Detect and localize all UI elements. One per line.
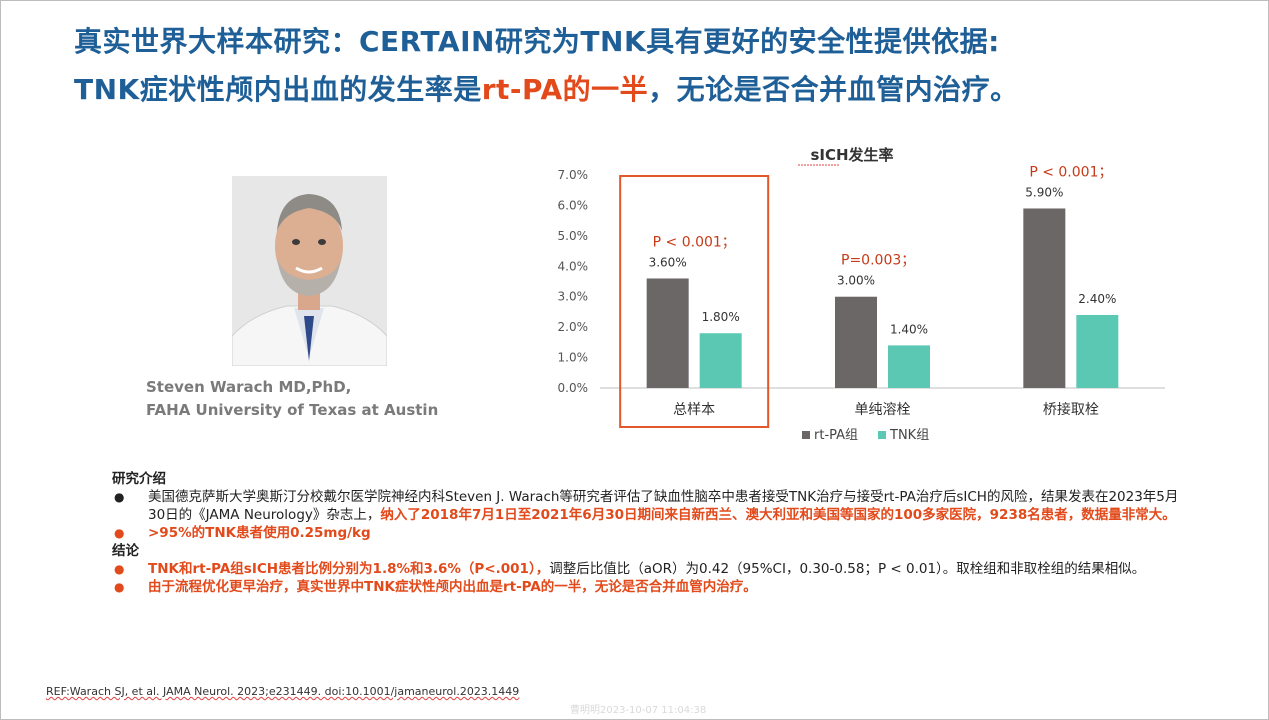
- watermark: 曹明明2023-10-07 11:04:38: [570, 705, 707, 716]
- legend-swatch-0: [802, 431, 810, 439]
- conclusion-summary: 由于流程优化更早治疗，真实世界中TNK症状性颅内出血是rt-PA的一半，无论是否…: [148, 579, 757, 595]
- y-tick-label: 2.0%: [558, 320, 589, 334]
- bar-rtpa-0: [646, 278, 689, 388]
- data-label-rtpa-1: 3.00%: [837, 274, 875, 288]
- conclusion-highlight: TNK和rt-PA组sICH患者比例分别为1.8%和3.6%（P<.001），: [148, 561, 550, 577]
- y-tick-label: 7.0%: [558, 168, 589, 182]
- category-label-2: 桥接取栓: [1043, 401, 1099, 418]
- slide-title-line1: 真实世界大样本研究：CERTAIN研究为TNK具有更好的安全性提供依据:: [74, 25, 1000, 58]
- y-tick-label: 1.0%: [558, 351, 589, 365]
- researcher-affiliation: FAHA University of Texas at Austin: [146, 401, 439, 419]
- legend-label-1: TNK组: [889, 428, 929, 443]
- title-segment-3: ，无论是否合并血管内治疗。: [648, 73, 1019, 106]
- bar-rtpa-1: [835, 296, 877, 388]
- section-heading-conclusion: 结论: [112, 543, 139, 559]
- data-label-tnk-1: 1.40%: [890, 322, 928, 336]
- intro-bullet-2: ● >95%的TNK患者使用0.25mg/kg: [112, 524, 1182, 542]
- intro-highlight: 纳入了2018年7月1日至2021年6月30日期间来自新西兰、澳大利亚和美国等国…: [380, 507, 1176, 523]
- bullet-dot: ●: [114, 490, 125, 504]
- y-tick-label: 0.0%: [558, 381, 589, 395]
- slide-title-line2: TNK症状性颅内出血的发生率是rt-PA的一半，无论是否合并血管内治疗。: [74, 70, 1019, 110]
- researcher-name: Steven Warach MD,PhD,: [146, 378, 352, 396]
- p-value-annotation-1: P=0.003；: [841, 253, 915, 269]
- y-tick-label: 6.0%: [558, 198, 589, 212]
- conclusion-bullet-2: ● 由于流程优化更早治疗，真实世界中TNK症状性颅内出血是rt-PA的一半，无论…: [112, 578, 1182, 596]
- category-label-1: 单纯溶栓: [855, 402, 911, 418]
- bar-tnk-2: [1076, 314, 1119, 388]
- intro-text: 美国德克萨斯大学奥斯汀分校戴尔医学院神经内科Steven J. Warach等研…: [148, 489, 1179, 523]
- sich-bar-chart: sICH发生率 0.0% 1.0% 2.0% 3.0% 4.0% 5.0% 6.0% 7.0% 3…: [558, 146, 1165, 443]
- y-tick-label: 3.0%: [558, 290, 589, 304]
- p-value-annotation-2: P < 0.001；: [1029, 164, 1112, 180]
- data-label-tnk-0: 1.80%: [702, 310, 740, 324]
- dose-text: >95%的TNK患者使用0.25mg/kg: [148, 525, 371, 541]
- bar-rtpa-2: [1023, 208, 1066, 388]
- bar-tnk-1: [888, 345, 930, 388]
- legend-swatch-1: [878, 431, 886, 439]
- legend-label-0: rt-PA组: [814, 428, 858, 443]
- conclusion-text: 调整后比值比（aOR）为0.42（95%CI，0.30-0.58；P < 0.0…: [549, 561, 1146, 577]
- intro-bullet-1: ● 美国德克萨斯大学奥斯汀分校戴尔医学院神经内科Steven J. Warach…: [112, 488, 1182, 524]
- chart-title: sICH发生率: [810, 146, 893, 164]
- data-label-rtpa-0: 3.60%: [649, 255, 687, 269]
- bullet-dot: ●: [114, 562, 125, 576]
- bullet-dot: ●: [114, 526, 125, 540]
- y-tick-label: 5.0%: [558, 229, 589, 243]
- title-segment-1: TNK症状性颅内出血的发生率是: [74, 73, 482, 106]
- reference-citation: REF:Warach SJ, et al. JAMA Neurol. 2023;…: [46, 685, 520, 698]
- highlight-box: [619, 175, 770, 428]
- y-tick-label: 4.0%: [558, 259, 589, 273]
- bullet-dot: ●: [114, 580, 125, 594]
- researcher-photo: [232, 176, 387, 366]
- data-label-tnk-2: 2.40%: [1078, 292, 1116, 306]
- bar-tnk-0: [699, 333, 742, 388]
- title-segment-highlight: rt-PA的一半: [481, 73, 649, 106]
- section-heading-intro: 研究介绍: [112, 471, 166, 487]
- data-label-rtpa-2: 5.90%: [1025, 185, 1063, 199]
- conclusion-bullet-1: ● TNK和rt-PA组sICH患者比例分别为1.8%和3.6%（P<.001）…: [112, 560, 1182, 578]
- category-label-0: 总样本: [673, 402, 715, 418]
- study-description: 研究介绍 ● 美国德克萨斯大学奥斯汀分校戴尔医学院神经内科Steven J. W…: [112, 470, 1182, 596]
- p-value-annotation-0: P < 0.001；: [653, 234, 736, 250]
